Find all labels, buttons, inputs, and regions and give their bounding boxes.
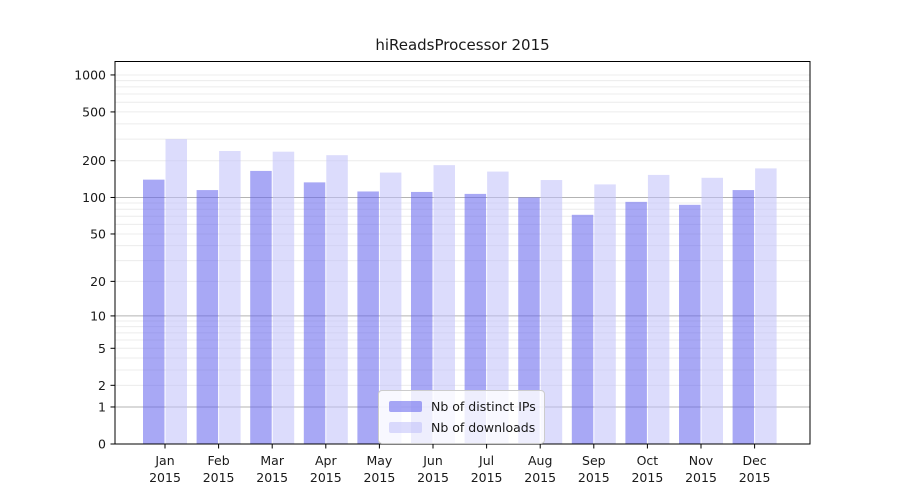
legend-label-distinct-ips: Nb of distinct IPs [431, 399, 536, 414]
x-tick-label-month: Sep [582, 453, 606, 468]
x-tick-label-year: 2015 [149, 470, 181, 485]
y-tick-label: 200 [82, 153, 106, 168]
x-tick-label-month: Apr [315, 453, 337, 468]
x-tick-label-year: 2015 [739, 470, 771, 485]
x-tick-label-year: 2015 [363, 470, 395, 485]
bar-distinct-ips-nov [679, 204, 701, 444]
bar-downloads-feb [219, 151, 241, 444]
legend-item-distinct-ips: Nb of distinct IPs [379, 396, 544, 417]
y-tick-label: 50 [90, 226, 106, 241]
bar-distinct-ips-oct [625, 201, 647, 444]
bar-distinct-ips-mar [250, 170, 272, 445]
bar-distinct-ips-jun [411, 191, 433, 444]
y-tick-label: 1 [98, 399, 106, 414]
x-tick-label-year: 2015 [685, 470, 717, 485]
y-tick-label: 20 [90, 274, 106, 289]
legend-swatch-downloads [389, 422, 422, 433]
y-tick-label: 0 [98, 437, 106, 452]
x-tick-label-year: 2015 [578, 470, 610, 485]
bar-downloads-mar [272, 151, 295, 444]
x-tick-label-month: Oct [637, 453, 659, 468]
x-tick-label-month: Jul [478, 453, 494, 468]
plot-border [114, 61, 811, 445]
legend: Nb of distinct IPs Nb of downloads [378, 390, 545, 444]
bar-downloads-oct [647, 174, 670, 445]
x-tick-label-month: Feb [208, 453, 230, 468]
legend-item-downloads: Nb of downloads [379, 417, 544, 438]
bar-distinct-ips-apr [303, 182, 326, 445]
bar-downloads-aug [540, 180, 563, 444]
x-tick-label-month: Jan [154, 453, 174, 468]
bar-distinct-ips-sep [571, 214, 594, 444]
bar-downloads-may [379, 172, 402, 444]
x-tick-label-month: Jun [422, 453, 443, 468]
bar-distinct-ips-jul [464, 193, 487, 444]
chart-title: hiReadsProcessor 2015 [375, 36, 550, 54]
x-tick-label-year: 2015 [524, 470, 556, 485]
bar-distinct-ips-dec [732, 190, 755, 444]
bar-downloads-nov [701, 177, 723, 444]
x-tick-label-year: 2015 [631, 470, 663, 485]
x-tick-label-year: 2015 [417, 470, 449, 485]
bar-downloads-sep [594, 184, 616, 444]
y-tick-label: 10 [90, 308, 106, 323]
y-tick-label: 5 [98, 341, 106, 356]
x-tick-label-month: Mar [260, 453, 284, 468]
x-tick-label-month: May [366, 453, 392, 468]
bar-downloads-dec [755, 168, 777, 444]
bar-distinct-ips-may [357, 191, 379, 444]
legend-swatch-distinct-ips [389, 401, 422, 412]
y-tick-label: 100 [82, 190, 106, 205]
x-tick-label-year: 2015 [203, 470, 235, 485]
bar-downloads-jun [433, 165, 455, 444]
y-tick-label: 2 [98, 378, 106, 393]
bar-downloads-jan [165, 139, 187, 444]
bar-downloads-jul [487, 171, 509, 444]
bar-distinct-ips-jan [143, 179, 165, 444]
x-tick-label-month: Aug [528, 453, 552, 468]
y-tick-label: 500 [82, 104, 106, 119]
x-tick-label-year: 2015 [471, 470, 503, 485]
x-tick-label-year: 2015 [310, 470, 342, 485]
legend-label-downloads: Nb of downloads [431, 420, 536, 435]
y-tick-label: 1000 [74, 67, 106, 82]
bar-downloads-apr [326, 155, 348, 444]
x-tick-label-year: 2015 [256, 470, 288, 485]
x-tick-label-month: Nov [689, 453, 714, 468]
x-tick-label-month: Dec [742, 453, 766, 468]
bar-distinct-ips-feb [196, 190, 219, 444]
bar-distinct-ips-aug [518, 197, 540, 444]
